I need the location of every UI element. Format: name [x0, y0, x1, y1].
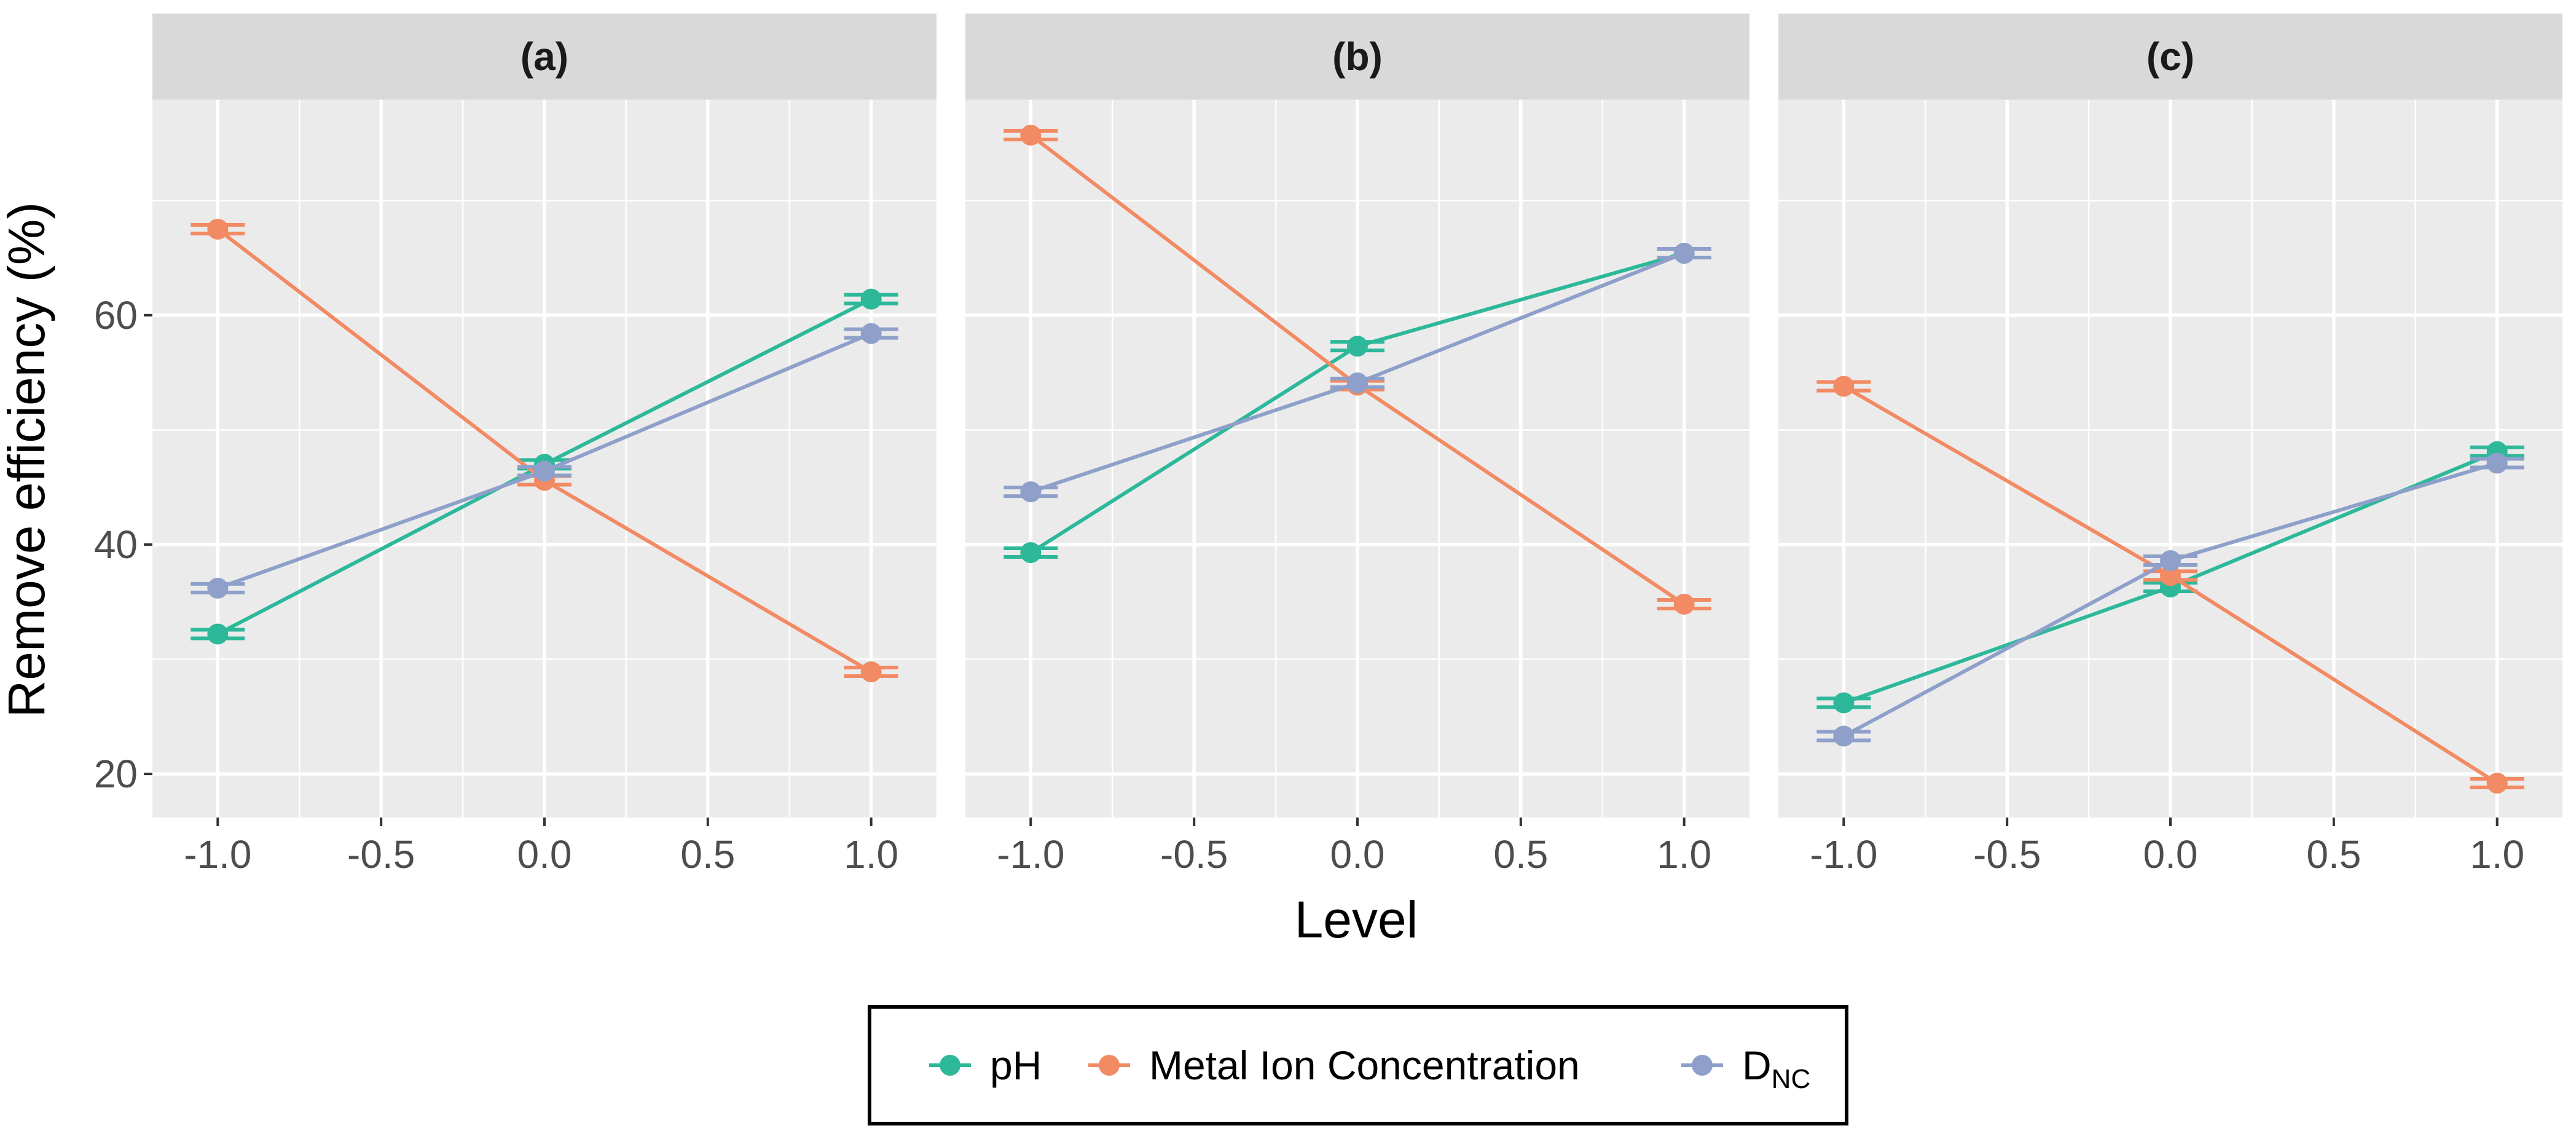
data-point — [1833, 376, 1855, 397]
series-dnc — [190, 323, 898, 599]
data-point — [860, 661, 882, 683]
panel-strip-label: (a) — [520, 34, 568, 79]
data-point — [1833, 692, 1855, 714]
x-tick-label: -0.5 — [347, 832, 415, 877]
series-metal-ion-concentration — [1816, 376, 2524, 794]
panel-strip-label: (c) — [2146, 34, 2194, 79]
x-tick-label: 1.0 — [844, 832, 898, 877]
x-tick-label: 1.0 — [2470, 832, 2524, 877]
legend-item-1: pH — [929, 1042, 1042, 1088]
x-tick-label: -0.5 — [1973, 832, 2041, 877]
data-point — [207, 623, 229, 645]
legend-label-subscript: NC — [1772, 1064, 1811, 1094]
data-point — [207, 577, 229, 599]
x-tick-label: -0.5 — [1160, 832, 1228, 877]
y-tick-label: 20 — [94, 752, 138, 796]
data-point — [207, 218, 229, 240]
panel-strip — [1778, 14, 2562, 100]
series-dnc — [1003, 243, 1711, 503]
data-point — [534, 460, 555, 482]
data-point — [1020, 481, 1042, 503]
panel-strip — [965, 14, 1749, 100]
legend-key-point — [1692, 1055, 1713, 1076]
data-point — [1020, 542, 1042, 563]
data-point — [2486, 452, 2508, 474]
data-point — [1673, 593, 1695, 615]
y-tick-label: 60 — [94, 293, 138, 337]
x-tick-label: 1.0 — [1657, 832, 1711, 877]
legend-label: Metal Ion Concentration — [1149, 1042, 1580, 1088]
panel-strip — [152, 14, 937, 100]
y-tick-label: 40 — [94, 522, 138, 567]
legend-item-2: Metal Ion Concentration — [1088, 1042, 1580, 1088]
x-tick-label: -1.0 — [184, 832, 251, 877]
data-point — [860, 323, 882, 344]
legend: pH Metal Ion Concentration DNC — [868, 1005, 1848, 1125]
x-tick-label: 0.5 — [1493, 832, 1548, 877]
x-tick-label: -1.0 — [997, 832, 1064, 877]
axes-layer: Remove efficiency (%) Level — [0, 202, 1418, 948]
legend-label: pH — [990, 1042, 1042, 1088]
data-point — [1020, 124, 1042, 146]
x-axis-title: Level — [1295, 891, 1418, 948]
x-tick-label: 0.0 — [2143, 832, 2198, 877]
panel-1: (a) -1.0 -0.5 0.0 0.5 1.0 20 40 60 — [94, 14, 937, 877]
x-tick-label: 0.5 — [2306, 832, 2361, 877]
data-point — [1673, 243, 1695, 264]
x-tick-label: 0.5 — [680, 832, 735, 877]
data-point — [1347, 372, 1368, 393]
x-tick-label: -1.0 — [1810, 832, 1877, 877]
data-point — [1347, 336, 1368, 357]
legend-key-point — [940, 1055, 960, 1076]
data-point — [860, 288, 882, 310]
panel-3: (c) -1.0 -0.5 0.0 0.5 1.0 — [1778, 14, 2562, 877]
data-point — [2160, 565, 2181, 586]
panel-strip-label: (b) — [1332, 34, 1383, 79]
panels-layer: (a) -1.0 -0.5 0.0 0.5 1.0 20 40 60 (b) -1.0 -0.5 0.0… — [94, 14, 2562, 877]
x-tick-label: 0.0 — [517, 832, 572, 877]
legend-key-point — [1099, 1055, 1120, 1076]
data-point — [2486, 773, 2508, 794]
x-tick-label: 0.0 — [1330, 832, 1385, 877]
data-point — [1833, 725, 1855, 747]
y-axis-title: Remove efficiency (%) — [0, 202, 55, 718]
data-point — [2160, 550, 2181, 572]
series-dnc — [1816, 452, 2524, 747]
panel-2: (b) -1.0 -0.5 0.0 0.5 1.0 — [965, 14, 1749, 877]
